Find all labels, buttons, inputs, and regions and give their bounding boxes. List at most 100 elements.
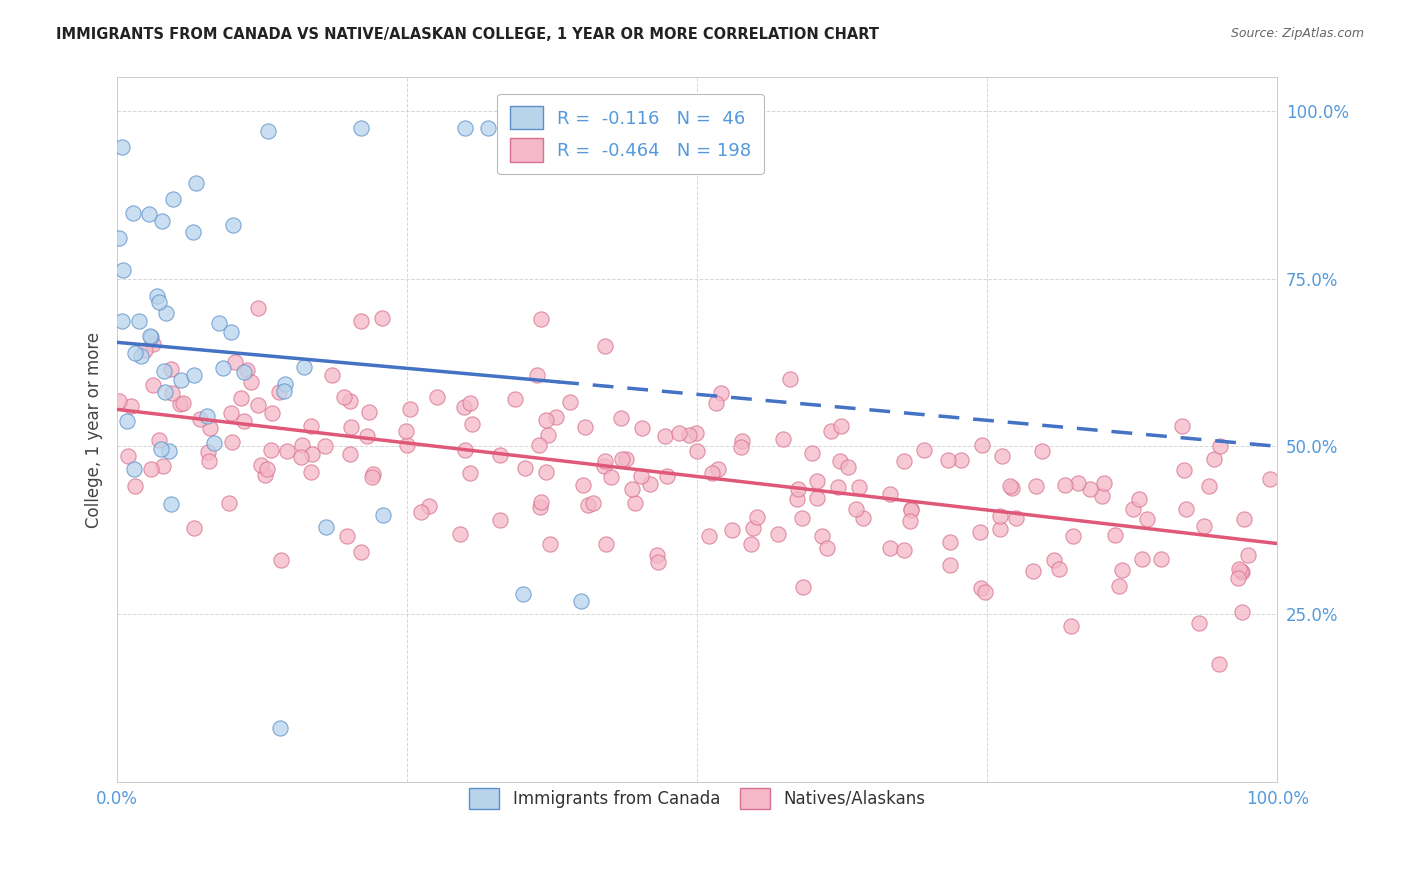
Point: [1227, 562, 1250, 576]
Point: [395, 425, 418, 439]
Point: [153, 364, 176, 378]
Point: [155, 385, 177, 400]
Point: [740, 537, 762, 551]
Point: [170, 373, 193, 387]
Point: [828, 454, 851, 468]
Point: [299, 418, 322, 433]
Point: [122, 206, 145, 220]
Point: [273, 384, 295, 398]
Point: [697, 529, 720, 543]
Point: [1230, 564, 1253, 578]
Point: [801, 446, 824, 460]
Point: [745, 510, 768, 524]
Point: [458, 396, 481, 410]
Point: [621, 482, 644, 496]
Point: [610, 452, 633, 467]
Point: [260, 442, 283, 457]
Point: [340, 420, 363, 434]
Point: [503, 392, 526, 406]
Point: [361, 467, 384, 481]
Point: [160, 362, 183, 376]
Point: [1136, 512, 1159, 526]
Point: [1232, 605, 1254, 619]
Point: [152, 458, 174, 473]
Point: [1111, 563, 1133, 577]
Point: [827, 480, 849, 494]
Point: [219, 406, 242, 420]
Point: [399, 401, 422, 416]
Point: [786, 491, 808, 506]
Point: [124, 479, 146, 493]
Point: [610, 411, 633, 425]
Point: [257, 124, 280, 138]
Point: [815, 541, 838, 555]
Point: [686, 444, 709, 458]
Y-axis label: College, 1 year or more: College, 1 year or more: [86, 332, 103, 528]
Point: [273, 377, 295, 392]
Point: [595, 537, 617, 551]
Point: [678, 427, 700, 442]
Point: [221, 434, 243, 449]
Point: [371, 508, 394, 522]
Point: [969, 525, 991, 540]
Point: [582, 496, 605, 510]
Point: [1005, 511, 1028, 525]
Point: [169, 397, 191, 411]
Point: [197, 445, 219, 459]
Point: [1122, 502, 1144, 516]
Point: [134, 343, 156, 357]
Point: [536, 465, 558, 479]
Text: IMMIGRANTS FROM CANADA VS NATIVE/ALASKAN COLLEGE, 1 YEAR OR MORE CORRELATION CHA: IMMIGRANTS FROM CANADA VS NATIVE/ALASKAN…: [56, 27, 879, 42]
Point: [668, 425, 690, 440]
Point: [1237, 548, 1260, 562]
Point: [527, 438, 550, 452]
Point: [183, 368, 205, 383]
Point: [314, 439, 336, 453]
Point: [1226, 571, 1249, 585]
Point: [560, 394, 582, 409]
Point: [489, 448, 512, 462]
Point: [537, 428, 560, 442]
Point: [950, 452, 973, 467]
Point: [418, 499, 440, 513]
Point: [820, 424, 842, 438]
Point: [806, 474, 828, 488]
Point: [460, 467, 482, 481]
Point: [721, 523, 744, 537]
Point: [250, 458, 273, 472]
Point: [195, 409, 218, 423]
Point: [1128, 492, 1150, 507]
Point: [138, 207, 160, 221]
Point: [162, 192, 184, 206]
Point: [350, 314, 373, 328]
Point: [139, 329, 162, 343]
Point: [1130, 552, 1153, 566]
Point: [240, 375, 263, 389]
Point: [939, 558, 962, 572]
Point: [879, 487, 901, 501]
Point: [361, 470, 384, 484]
Point: [647, 555, 669, 569]
Point: [339, 447, 361, 461]
Point: [640, 477, 662, 491]
Point: [270, 553, 292, 567]
Point: [1001, 481, 1024, 495]
Point: [301, 447, 323, 461]
Point: [1150, 551, 1173, 566]
Point: [247, 398, 270, 412]
Point: [530, 312, 553, 326]
Point: [706, 461, 728, 475]
Point: [623, 496, 645, 510]
Point: [461, 417, 484, 431]
Point: [150, 442, 173, 457]
Point: [142, 378, 165, 392]
Point: [124, 345, 146, 359]
Point: [900, 501, 922, 516]
Point: [183, 521, 205, 535]
Legend: Immigrants from Canada, Natives/Alaskans: Immigrants from Canada, Natives/Alaskans: [463, 780, 932, 815]
Point: [256, 461, 278, 475]
Point: [190, 411, 212, 425]
Point: [1042, 553, 1064, 567]
Point: [315, 520, 337, 534]
Point: [772, 432, 794, 446]
